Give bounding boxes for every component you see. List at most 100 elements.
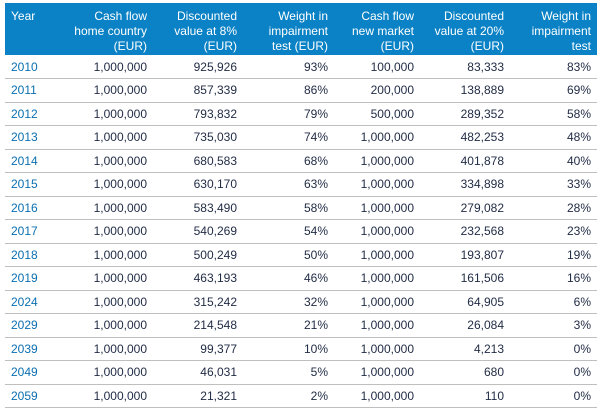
cell-weight-home: 21% — [243, 313, 334, 338]
cell-discounted-20: 64,905 — [420, 290, 510, 314]
cell-weight-home: 50% — [243, 243, 334, 267]
table-row: 2014 1,000,000 680,583 68% 1,000,000 401,878 4… — [5, 149, 597, 173]
cell-weight-home: 10% — [243, 337, 334, 361]
cell-weight-new: 69% — [510, 78, 597, 103]
header-weight-new-line-1: Weight in — [541, 9, 591, 23]
cell-cash-flow-home: 1,000,000 — [63, 337, 153, 361]
table-row: 2018 1,000,000 500,249 50% 1,000,000 193,807 1… — [5, 243, 597, 267]
header-discounted-8-line-3: (EUR) — [203, 39, 237, 53]
cell-year: 2059 — [5, 384, 63, 408]
cell-weight-home: 86% — [243, 78, 334, 103]
cell-discounted-20: 334,898 — [420, 172, 510, 197]
cell-cash-flow-home: 1,000,000 — [63, 172, 153, 197]
cell-cash-flow-home: 1,000,000 — [63, 313, 153, 338]
cell-discounted-20: 26,084 — [420, 313, 510, 338]
cell-discounted-8: 583,490 — [153, 196, 243, 220]
cell-year: 2018 — [5, 243, 63, 267]
cell-weight-new: 0% — [510, 337, 597, 361]
table-row: 2029 1,000,000 214,548 21% 1,000,000 26,084 3% — [5, 313, 597, 338]
cell-discounted-20: 83,333 — [420, 55, 510, 79]
cell-cash-flow-home: 1,000,000 — [63, 360, 153, 385]
cell-discounted-20: 680 — [420, 360, 510, 385]
cell-discounted-20: 138,889 — [420, 78, 510, 103]
header-weight-new-line-3: test — [571, 39, 591, 53]
table-header-row: Year Cash flow home country (EUR) Discou… — [5, 3, 597, 55]
impairment-table-container: Year Cash flow home country (EUR) Discou… — [5, 3, 597, 408]
table-row: 2049 1,000,000 46,031 5% 1,000,000 680 0% — [5, 360, 597, 385]
header-cash-flow-new-line-3: (EUR) — [380, 39, 414, 53]
cell-year: 2049 — [5, 360, 63, 385]
cell-discounted-8: 21,321 — [153, 384, 243, 408]
header-weight-new: Weight in impairment test — [510, 3, 597, 55]
cell-cash-flow-home: 1,000,000 — [63, 55, 153, 79]
cell-cash-flow-new: 1,000,000 — [334, 149, 420, 173]
cell-cash-flow-home: 1,000,000 — [63, 290, 153, 314]
cell-cash-flow-home: 1,000,000 — [63, 266, 153, 291]
cell-weight-home: 93% — [243, 55, 334, 79]
header-year-line-1: Year — [11, 9, 36, 23]
cell-weight-home: 46% — [243, 266, 334, 291]
cell-weight-home: 5% — [243, 360, 334, 385]
header-weight-home-line-2: impairment — [268, 24, 328, 38]
cell-weight-home: 79% — [243, 102, 334, 126]
cell-weight-new: 40% — [510, 149, 597, 173]
cell-year: 2013 — [5, 125, 63, 150]
header-cash-flow-new-line-2: new market — [351, 24, 414, 38]
table-row: 2019 1,000,000 463,193 46% 1,000,000 161,506 1… — [5, 266, 597, 291]
cell-weight-new: 33% — [510, 172, 597, 197]
cell-cash-flow-home: 1,000,000 — [63, 219, 153, 244]
cell-weight-new: 19% — [510, 243, 597, 267]
header-discounted-8-line-2: value at 8% — [174, 24, 237, 38]
cell-discounted-20: 289,352 — [420, 102, 510, 126]
cell-discounted-20: 110 — [420, 384, 510, 408]
header-discounted-20-line-1: Discounted — [443, 9, 504, 23]
cell-discounted-8: 46,031 — [153, 360, 243, 385]
cell-cash-flow-new: 1,000,000 — [334, 196, 420, 220]
cell-discounted-8: 315,242 — [153, 290, 243, 314]
cell-discounted-20: 161,506 — [420, 266, 510, 291]
cell-year: 2012 — [5, 102, 63, 126]
cell-weight-home: 74% — [243, 125, 334, 150]
cell-year: 2024 — [5, 290, 63, 314]
header-weight-home: Weight in impairment test (EUR) — [243, 3, 334, 55]
cell-weight-home: 63% — [243, 172, 334, 197]
cell-weight-new: 16% — [510, 266, 597, 291]
cell-year: 2015 — [5, 172, 63, 197]
cell-weight-new: 0% — [510, 384, 597, 408]
cell-weight-new: 23% — [510, 219, 597, 244]
cell-discounted-8: 630,170 — [153, 172, 243, 197]
table-row: 2016 1,000,000 583,490 58% 1,000,000 279,082 2… — [5, 196, 597, 220]
cell-weight-home: 58% — [243, 196, 334, 220]
header-year: Year — [5, 3, 63, 55]
cell-cash-flow-new: 1,000,000 — [334, 219, 420, 244]
cell-cash-flow-new: 1,000,000 — [334, 360, 420, 385]
cell-year: 2011 — [5, 78, 63, 103]
cell-cash-flow-home: 1,000,000 — [63, 149, 153, 173]
cell-year: 2016 — [5, 196, 63, 220]
table-row: 2017 1,000,000 540,269 54% 1,000,000 232,568 2… — [5, 219, 597, 244]
cell-cash-flow-new: 1,000,000 — [334, 172, 420, 197]
cell-weight-home: 2% — [243, 384, 334, 408]
table-body: 2010 1,000,000 925,926 93% 100,000 83,333 83% … — [5, 55, 597, 408]
cell-weight-home: 68% — [243, 149, 334, 173]
cell-weight-new: 58% — [510, 102, 597, 126]
table-row: 2015 1,000,000 630,170 63% 1,000,000 334,898 3… — [5, 172, 597, 197]
cell-year: 2019 — [5, 266, 63, 291]
cell-cash-flow-new: 1,000,000 — [334, 384, 420, 408]
cell-weight-home: 54% — [243, 219, 334, 244]
cell-discounted-8: 857,339 — [153, 78, 243, 103]
cell-discounted-8: 500,249 — [153, 243, 243, 267]
cell-discounted-8: 214,548 — [153, 313, 243, 338]
header-discounted-20: Discounted value at 20% (EUR) — [420, 3, 510, 55]
cell-cash-flow-home: 1,000,000 — [63, 102, 153, 126]
header-cash-flow-home: Cash flow home country (EUR) — [63, 3, 153, 55]
cell-weight-new: 48% — [510, 125, 597, 150]
table-row: 2012 1,000,000 793,832 79% 500,000 289,352 58% — [5, 102, 597, 126]
header-cash-flow-new-line-1: Cash flow — [361, 9, 414, 23]
cell-cash-flow-new: 1,000,000 — [334, 290, 420, 314]
cell-cash-flow-new: 1,000,000 — [334, 313, 420, 338]
impairment-test-table: Year Cash flow home country (EUR) Discou… — [5, 3, 597, 408]
cell-discounted-20: 482,253 — [420, 125, 510, 150]
cell-cash-flow-new: 1,000,000 — [334, 243, 420, 267]
cell-weight-new: 3% — [510, 313, 597, 338]
